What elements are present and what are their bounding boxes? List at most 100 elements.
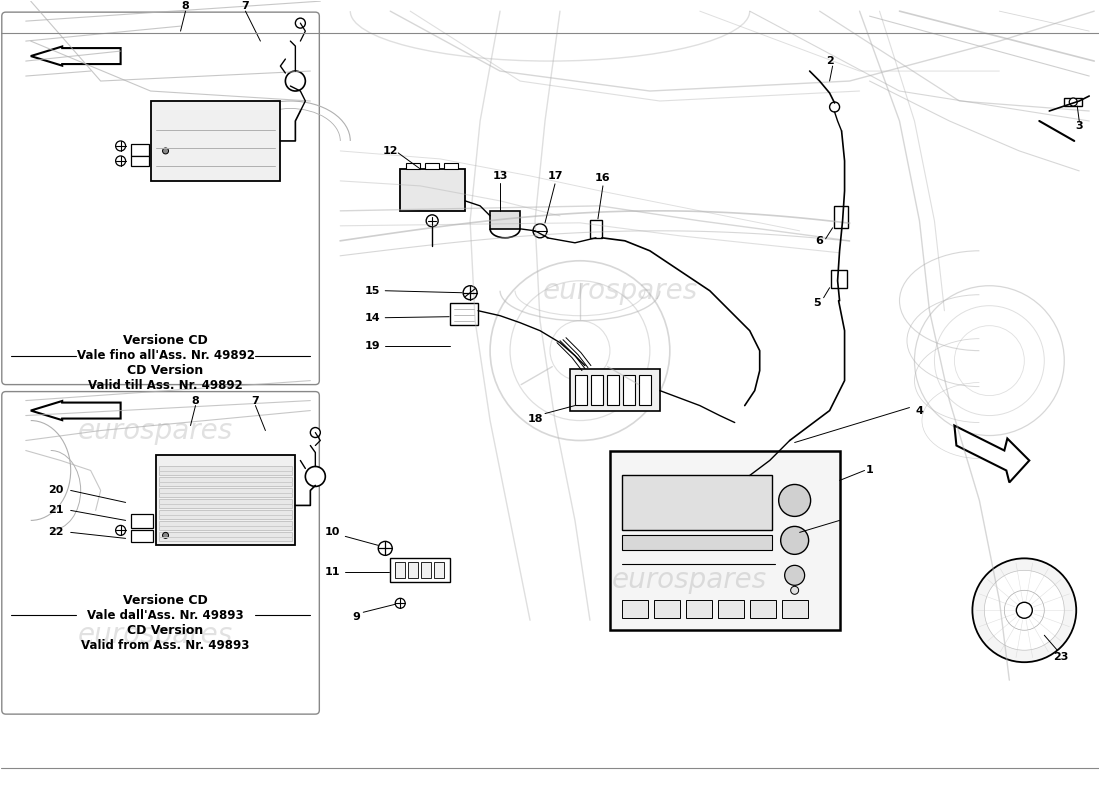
Text: 10: 10 [324,527,340,538]
Bar [1065,98,1082,106]
Circle shape [779,485,811,517]
Bar [621,535,772,550]
Bar [782,600,807,618]
Text: CD Version: CD Version [128,364,204,377]
Bar [607,374,619,405]
Text: Versione CD: Versione CD [123,594,208,606]
Bar [155,455,296,546]
Bar [390,558,450,582]
Circle shape [395,598,405,608]
Polygon shape [31,46,121,66]
Bar [609,450,839,630]
Text: Vale dall'Ass. Nr. 49893: Vale dall'Ass. Nr. 49893 [87,609,244,622]
FancyBboxPatch shape [2,12,319,385]
Circle shape [163,148,168,154]
Circle shape [784,566,804,586]
Text: 20: 20 [48,486,64,495]
Text: 3: 3 [1076,121,1084,131]
Bar [621,600,648,618]
Bar [158,478,293,486]
Bar [158,466,293,475]
Bar [444,163,458,169]
Circle shape [984,570,1065,650]
Circle shape [463,286,477,300]
Bar [131,156,149,166]
Bar [158,522,293,530]
Circle shape [310,427,320,438]
Text: 16: 16 [595,173,610,183]
Text: 23: 23 [1054,652,1069,662]
Text: 8: 8 [182,1,189,11]
Bar [151,101,280,181]
Text: 21: 21 [48,506,64,515]
Bar [400,169,465,211]
Text: eurospares: eurospares [613,566,768,594]
Text: 6: 6 [816,236,824,246]
Bar [653,600,680,618]
Bar [590,220,602,238]
Bar [406,163,420,169]
Circle shape [829,102,839,112]
Bar [158,510,293,519]
Text: 7: 7 [242,1,250,11]
Circle shape [791,586,799,594]
Text: 8: 8 [191,395,199,406]
Text: eurospares: eurospares [78,417,233,445]
Text: 19: 19 [364,341,381,350]
Text: 22: 22 [48,527,64,538]
Bar [830,270,847,288]
Bar [639,374,651,405]
Bar [158,499,293,509]
Text: eurospares: eurospares [78,622,233,650]
Text: 12: 12 [383,146,398,156]
Bar [131,514,153,528]
Bar [718,600,744,618]
Polygon shape [31,401,121,420]
Text: 18: 18 [527,414,542,423]
Circle shape [296,18,306,28]
Bar [621,475,772,530]
Circle shape [378,542,393,555]
Bar [408,562,418,578]
Bar [450,302,478,325]
Circle shape [116,141,125,151]
Text: 17: 17 [547,171,563,181]
Circle shape [1016,602,1032,618]
Text: 1: 1 [866,466,873,475]
Circle shape [306,466,326,486]
Bar [158,532,293,542]
Circle shape [426,215,438,227]
Circle shape [972,558,1076,662]
Bar [570,369,660,410]
Text: 14: 14 [364,313,381,322]
Text: Valid till Ass. Nr. 49892: Valid till Ass. Nr. 49892 [88,379,243,392]
Bar [426,163,439,169]
Bar [575,374,587,405]
Bar [131,144,149,156]
Circle shape [163,532,168,538]
Text: 5: 5 [813,298,821,308]
Circle shape [1004,590,1044,630]
Bar [834,206,848,228]
Bar [158,489,293,498]
Bar [434,562,444,578]
Text: 13: 13 [493,171,508,181]
Circle shape [781,526,808,554]
Text: CD Version: CD Version [128,624,204,637]
Bar [421,562,431,578]
Bar [395,562,405,578]
Bar [491,211,520,229]
Text: 9: 9 [352,612,361,622]
FancyBboxPatch shape [2,391,319,714]
Circle shape [1069,98,1077,106]
Circle shape [116,156,125,166]
Polygon shape [955,426,1030,482]
Circle shape [534,224,547,238]
Text: 7: 7 [252,395,260,406]
Text: 11: 11 [324,567,340,578]
Circle shape [116,526,125,535]
Circle shape [285,71,306,91]
Text: 2: 2 [826,56,834,66]
Bar [685,600,712,618]
Bar [750,600,776,618]
